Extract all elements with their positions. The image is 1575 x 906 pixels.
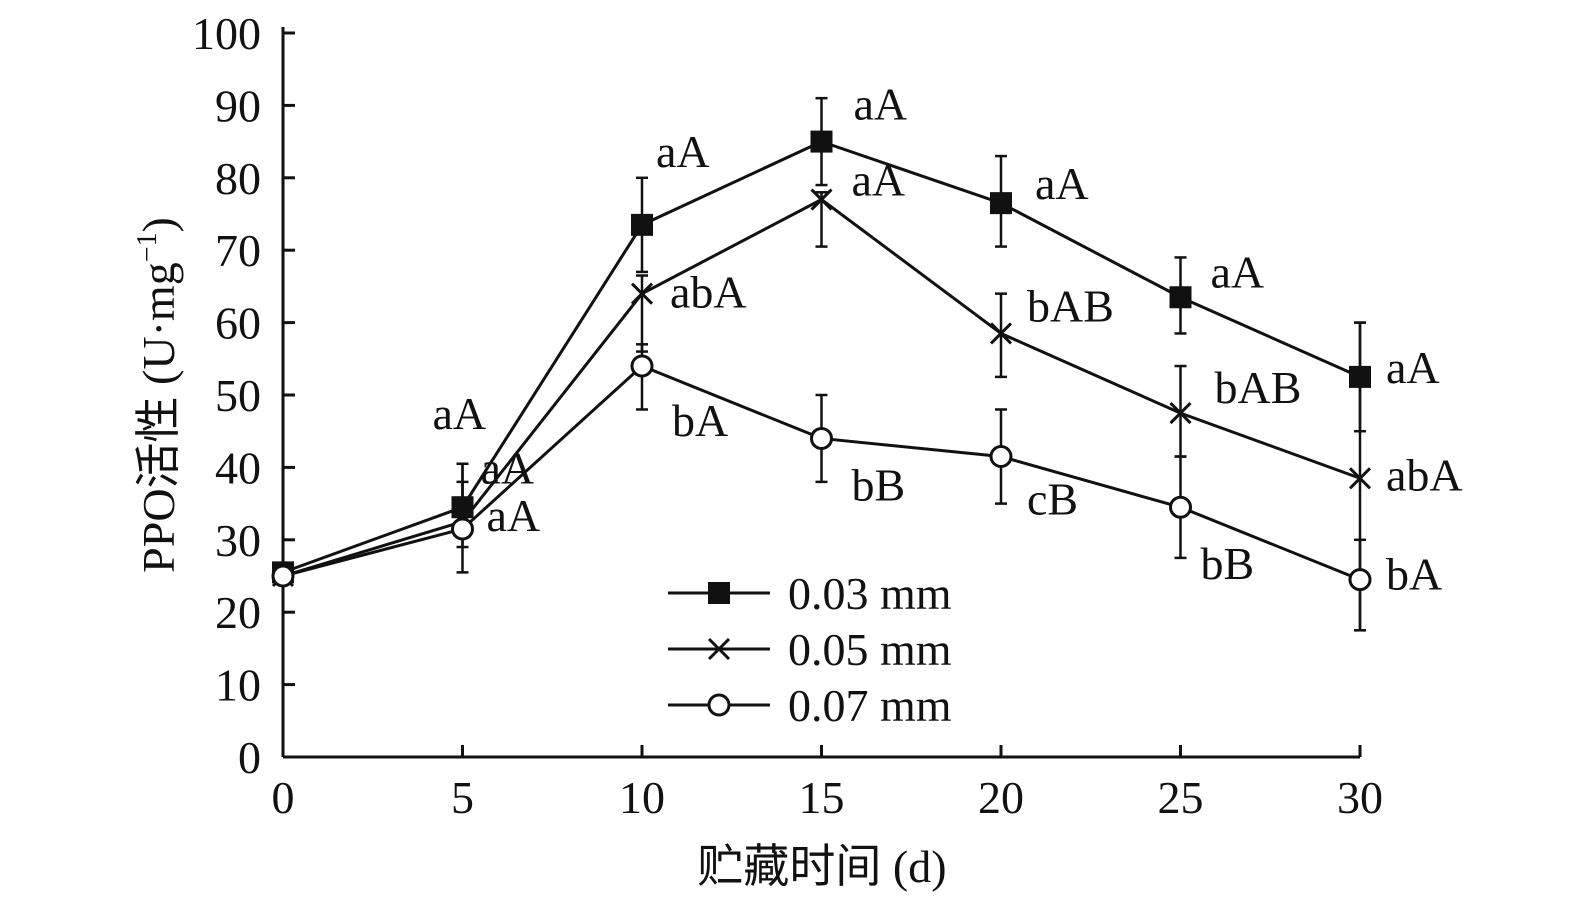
- data-point-s1: [1348, 467, 1372, 490]
- data-point-s2: [1169, 495, 1192, 519]
- y-tick-label: 0: [238, 732, 261, 783]
- x-tick-label: 25: [1158, 772, 1204, 823]
- data-point-s1: [810, 188, 833, 211]
- y-tick-label: 60: [215, 298, 261, 349]
- data-point-s1-stroke-b: [1348, 467, 1372, 490]
- y-axis-title-close: ): [133, 217, 184, 232]
- data-point-s2: [271, 564, 295, 588]
- significance-label: bAB: [1027, 280, 1114, 331]
- x-tick-label: 0: [272, 772, 295, 823]
- legend-marker-2: [707, 693, 731, 717]
- significance-label: bA: [1386, 549, 1442, 600]
- axes: 0 10 20 30 40 50 60 70 80 90 100 0 5 10 15 20 25 30: [192, 8, 1383, 823]
- y-tick-label: 70: [215, 225, 261, 276]
- y-tick-label: 50: [215, 370, 261, 421]
- legend-marker-0: [708, 582, 730, 604]
- significance-label: aA: [433, 388, 487, 439]
- significance-label: bA: [672, 395, 728, 446]
- y-tick-label: 100: [192, 8, 261, 59]
- series-markers: [271, 130, 1372, 592]
- significance-label: bAB: [1215, 362, 1302, 413]
- x-tick-label: 5: [451, 772, 474, 823]
- legend-marker-1-stroke-b: [707, 637, 731, 661]
- x-tick-label: 30: [1337, 772, 1383, 823]
- legend-marker-1: [707, 637, 731, 661]
- data-point-s1-stroke-b: [810, 188, 833, 211]
- significance-label: bB: [1201, 538, 1255, 589]
- data-point-s1: [1169, 402, 1192, 425]
- x-tick-label: 10: [619, 772, 665, 823]
- significance-label: cB: [1027, 474, 1078, 525]
- data-point-s1: [989, 322, 1013, 345]
- data-point-s1-stroke-b: [1169, 402, 1192, 425]
- y-axis-title-sup: −1: [132, 233, 163, 263]
- significance-label: aA: [1211, 246, 1265, 297]
- significance-label: aA: [852, 155, 906, 206]
- y-tick-label: 20: [215, 587, 261, 638]
- y-tick-label: 90: [215, 80, 261, 131]
- data-point-s0: [1349, 365, 1371, 388]
- legend-label-0: 0.03 mm: [788, 568, 952, 619]
- data-point-s2: [1348, 568, 1372, 592]
- x-tick-label: 20: [978, 772, 1024, 823]
- y-tick-label: 40: [215, 442, 261, 493]
- data-point-s0: [1169, 286, 1192, 309]
- data-point-s0: [810, 130, 833, 153]
- data-point-s0: [451, 496, 474, 519]
- y-tick-label: 10: [215, 660, 261, 711]
- y-tick-label: 30: [215, 515, 261, 566]
- x-tick-label: 15: [799, 772, 845, 823]
- y-tick-label: 80: [215, 153, 261, 204]
- legend-label-1: 0.05 mm: [788, 624, 952, 675]
- legend: 0.03 mm0.05 mm0.07 mm: [668, 568, 952, 731]
- y-axis-title: PPO活性 (U·mg−1): [132, 217, 184, 573]
- data-point-s2: [810, 426, 833, 450]
- y-axis-title-main: PPO活性 (U·mg: [133, 262, 184, 573]
- significance-label: bB: [852, 459, 906, 510]
- significance-label: abA: [1386, 449, 1463, 500]
- data-point-s1-stroke-b: [989, 322, 1013, 345]
- x-axis-title: 贮藏时间 (d): [697, 841, 946, 892]
- data-point-s0: [990, 192, 1012, 215]
- data-point-s1: [630, 282, 654, 305]
- significance-label: aA: [487, 490, 541, 541]
- data-point-s2: [630, 354, 654, 378]
- data-point-s2: [989, 445, 1013, 469]
- significance-label: aA: [656, 126, 710, 177]
- significance-label: aA: [1386, 342, 1440, 393]
- data-point-s2: [451, 517, 474, 541]
- significance-label: aA: [481, 443, 535, 494]
- significance-label: abA: [670, 267, 747, 318]
- data-point-s1-stroke-b: [630, 282, 654, 305]
- legend-label-2: 0.07 mm: [788, 680, 952, 731]
- significance-label: aA: [854, 79, 908, 130]
- data-point-s0: [631, 213, 653, 236]
- significance-label: aA: [1035, 158, 1089, 209]
